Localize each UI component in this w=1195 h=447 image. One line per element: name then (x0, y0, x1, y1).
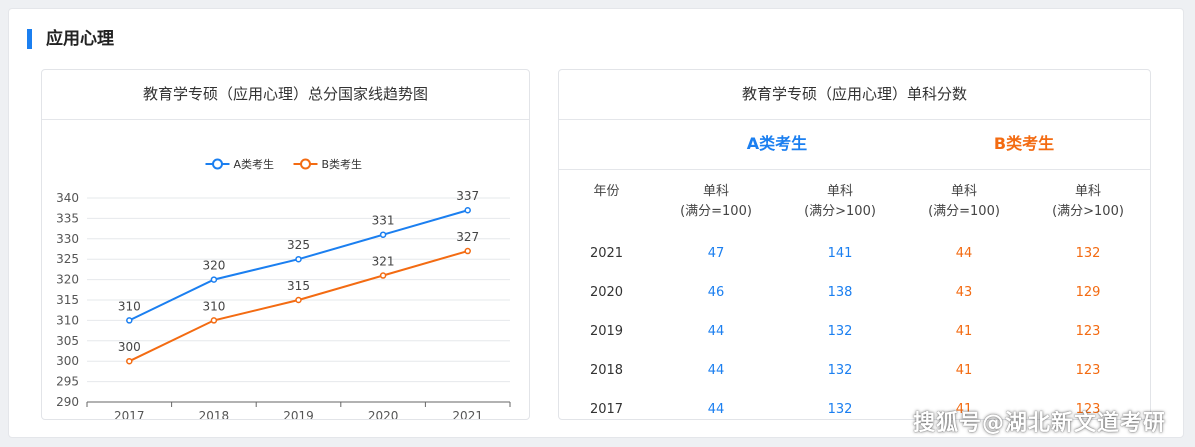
cell-b2: 123 (1075, 402, 1101, 417)
data-label: 337 (456, 189, 479, 203)
y-tick-label: 290 (56, 395, 79, 409)
header-a-col1: 单科 (满分=100) (654, 170, 778, 234)
data-point (379, 231, 387, 238)
data-label: 321 (372, 255, 395, 269)
header-year: 年份 (593, 184, 620, 199)
header-a-col2-line1: 单科 (826, 184, 853, 199)
cell-b2: 132 (1075, 246, 1101, 261)
cell-a2: 141 (827, 246, 853, 261)
score-table-card: 教育学专硕（应用心理）单科分数 A类考生 B类考生 年份 单科 (满分=100) … (558, 69, 1151, 420)
legend-marker-1 (300, 158, 311, 170)
content-panel: 应用心理 教育学专硕（应用心理）总分国家线趋势图 A类考生 B类考生 290 295 3… (8, 8, 1184, 438)
y-tick-label: 340 (56, 191, 79, 205)
cell-a2: 138 (827, 285, 853, 300)
x-tick-label: 2018 (199, 409, 230, 420)
header-b-col2-line2: (满分>100) (1052, 204, 1124, 219)
data-point (210, 276, 218, 283)
table-row: 2018 44 132 41 123 (559, 351, 1150, 390)
header-a-col2: 单科 (满分>100) (778, 170, 902, 234)
cell-b1: 41 (955, 402, 973, 417)
data-point (295, 296, 302, 304)
data-point (464, 206, 471, 214)
x-tick-label: 2017 (114, 409, 145, 420)
cell-year: 2020 (589, 285, 624, 300)
group-a-label: A类考生 (746, 134, 808, 153)
y-tick-label: 330 (56, 232, 79, 246)
x-tick-label: 2021 (452, 409, 483, 420)
data-point (126, 317, 133, 324)
trend-chart-card: 教育学专硕（应用心理）总分国家线趋势图 A类考生 B类考生 290 295 300 305… (41, 69, 530, 420)
data-label: 320 (202, 259, 225, 273)
table-row: 2017 44 132 41 123 (559, 390, 1150, 419)
cell-b2: 123 (1075, 363, 1101, 378)
section-title: 应用心理 (46, 29, 114, 49)
data-label: 325 (287, 238, 310, 252)
table-row: 2021 47 141 44 132 (559, 234, 1150, 273)
cell-year: 2017 (589, 402, 624, 417)
data-label: 331 (372, 214, 395, 228)
cell-a2: 132 (827, 402, 853, 417)
y-tick-label: 325 (56, 252, 79, 266)
data-point (295, 255, 302, 263)
cell-a1: 46 (707, 285, 725, 300)
y-tick-label: 310 (56, 313, 79, 327)
header-a-col1-line2: (满分=100) (680, 204, 752, 219)
header-b-col1-line1: 单科 (950, 184, 977, 199)
y-tick-label: 300 (56, 354, 79, 368)
cell-b1: 41 (955, 363, 973, 378)
y-tick-label: 320 (56, 273, 79, 287)
data-point (210, 317, 218, 324)
cell-year: 2018 (589, 363, 624, 378)
data-point (379, 272, 387, 279)
header-b-col1-line2: (满分=100) (928, 204, 1000, 219)
cell-b1: 41 (955, 324, 973, 339)
chart-card-title: 教育学专硕（应用心理）总分国家线趋势图 (42, 70, 529, 120)
data-label: 310 (202, 299, 225, 313)
group-header-row: A类考生 B类考生 (559, 119, 1150, 170)
cell-year: 2019 (589, 324, 624, 339)
cell-a1: 44 (707, 402, 725, 417)
legend-label-0: A类考生 (234, 157, 275, 171)
legend-label-1: B类考生 (322, 157, 363, 171)
cell-a2: 132 (827, 324, 853, 339)
data-label: 310 (118, 299, 141, 313)
score-table: 年份 单科 (满分=100) 单科 (满分>100) 单科 (满分=100) 单科 (满… (559, 170, 1150, 419)
cell-b2: 123 (1075, 324, 1101, 339)
table-row: 2020 46 138 43 129 (559, 273, 1150, 312)
table-header-row: 年份 单科 (满分=100) 单科 (满分>100) 单科 (满分=100) 单科 (满… (559, 170, 1150, 234)
cell-year: 2021 (589, 246, 624, 261)
x-tick-label: 2019 (283, 409, 314, 420)
header-b-col1: 单科 (满分=100) (902, 170, 1026, 234)
data-label: 300 (118, 340, 141, 354)
header-a-col2-line2: (满分>100) (804, 204, 876, 219)
trend-line-chart: A类考生 B类考生 290 295 300 305 310 315 320 325 330 335 34… (56, 157, 511, 420)
legend-marker-0 (212, 158, 223, 170)
cell-a1: 44 (707, 363, 725, 378)
y-tick-label: 295 (56, 375, 79, 389)
header-a-col1-line1: 单科 (702, 184, 729, 199)
x-tick-label: 2020 (368, 409, 399, 420)
cell-a1: 47 (707, 246, 725, 261)
section-accent-bar (27, 29, 32, 49)
data-label: 315 (287, 279, 310, 293)
cell-b1: 43 (955, 285, 973, 300)
cell-b1: 44 (955, 246, 973, 261)
cell-a2: 132 (827, 363, 853, 378)
cell-b2: 129 (1075, 285, 1101, 300)
header-b-col2-line1: 单科 (1074, 184, 1101, 199)
series-line-1 (128, 250, 468, 363)
y-tick-label: 305 (56, 334, 79, 348)
table-card-title: 教育学专硕（应用心理）单科分数 (559, 70, 1150, 120)
header-b-col2: 单科 (满分>100) (1026, 170, 1150, 234)
group-b-label: B类考生 (993, 134, 1055, 153)
watermark-text: 搜狐号@湖北新文道考研 (913, 411, 1167, 436)
data-point (126, 357, 133, 365)
table-row: 2019 44 132 41 123 (559, 312, 1150, 351)
data-point (464, 247, 471, 255)
data-label: 327 (456, 230, 479, 244)
cell-a1: 44 (707, 324, 725, 339)
y-tick-label: 335 (56, 211, 79, 225)
y-tick-label: 315 (56, 293, 79, 307)
